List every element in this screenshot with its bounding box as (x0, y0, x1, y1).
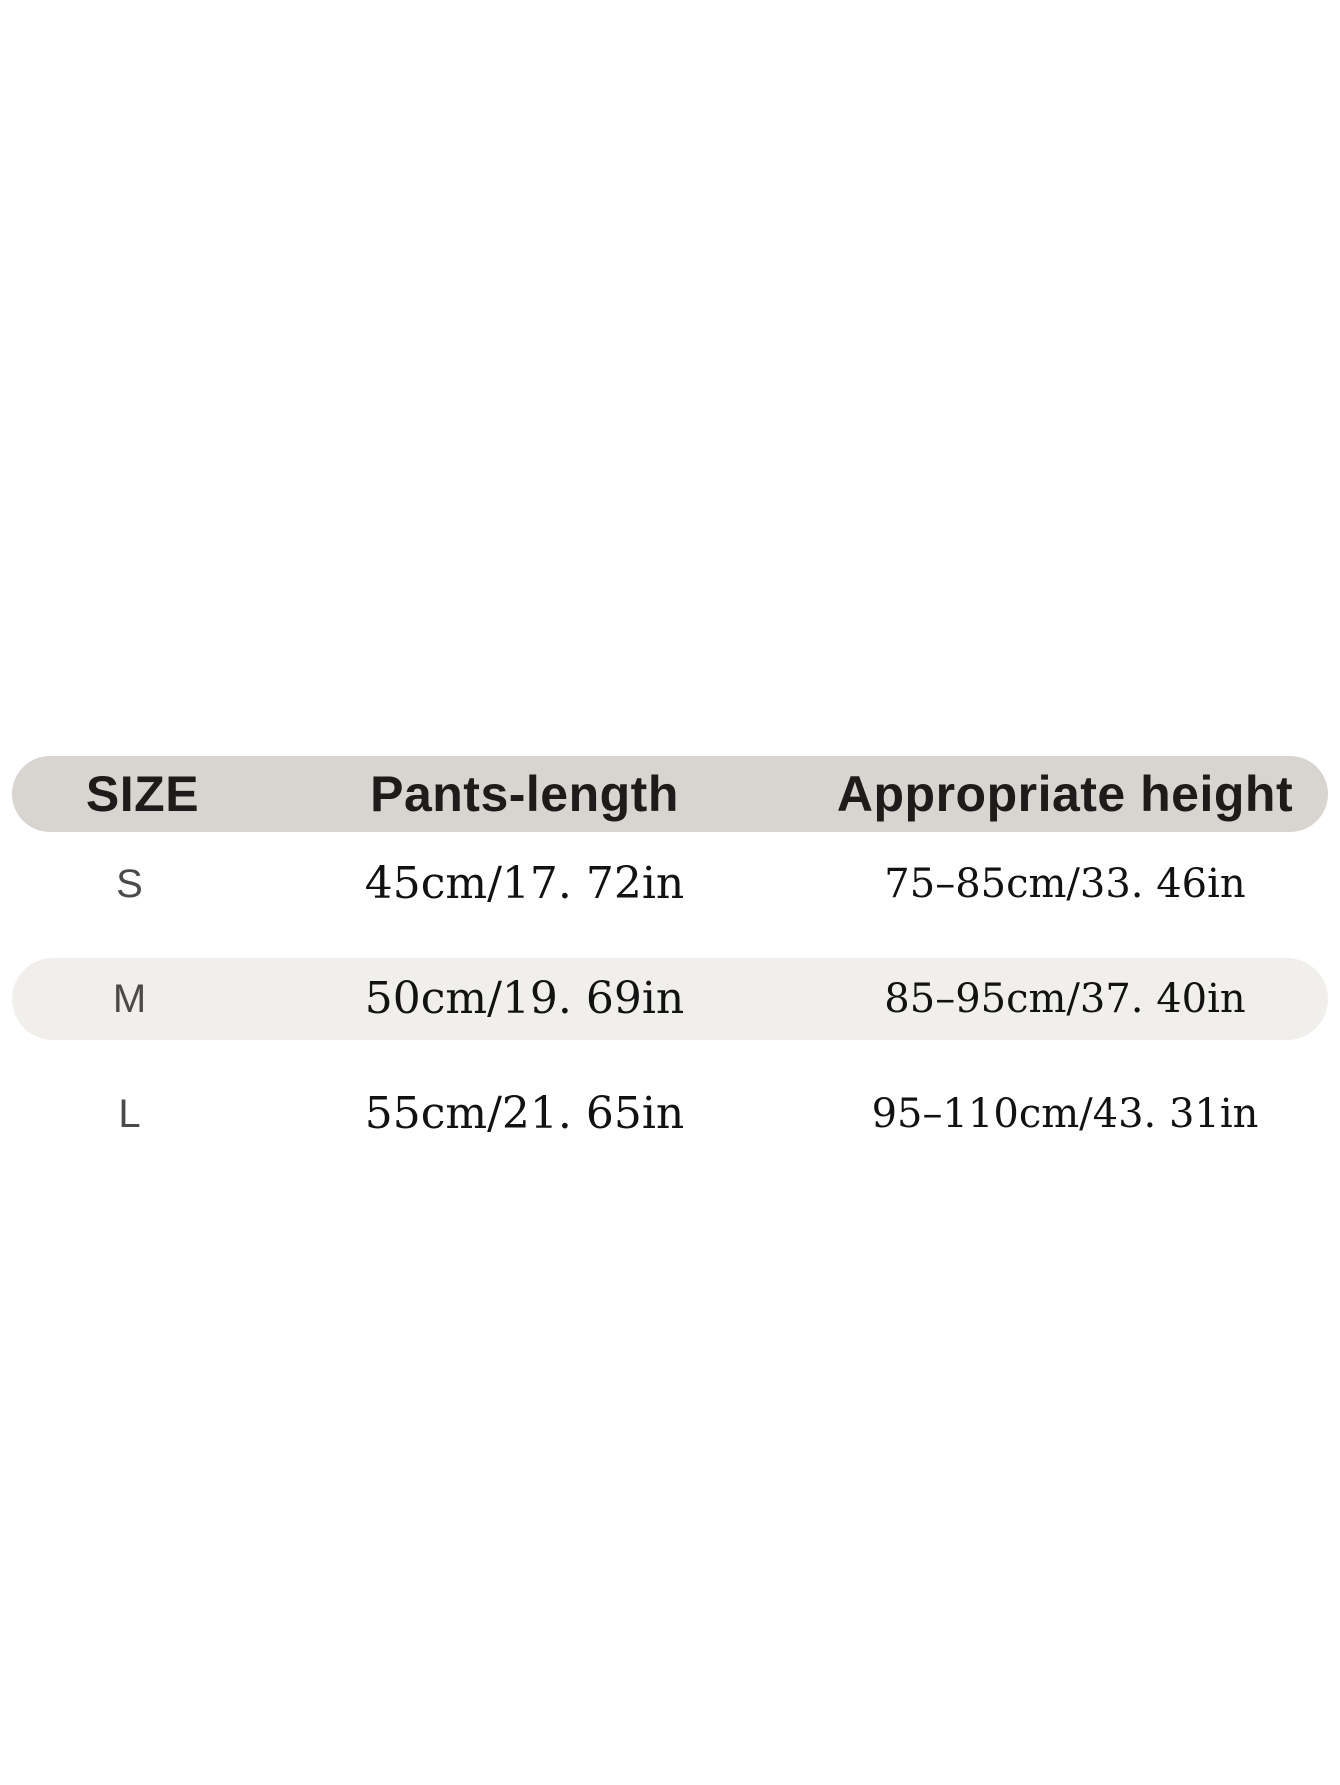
size-l-appropriate-height: 95–110cm/43. 31in (871, 1091, 1259, 1137)
size-s-appropriate-height: 75–85cm/33. 46in (884, 861, 1246, 907)
size-m-appropriate-height: 85–95cm/37. 40in (884, 976, 1246, 1022)
size-l-pants-length: 55cm/21. 65in (364, 1088, 685, 1139)
header-appropriate-height: Appropriate height (836, 766, 1294, 822)
size-chart-header-row: SIZE Pants-length Appropriate height (12, 756, 1328, 832)
header-size: SIZE (85, 766, 200, 822)
header-pants-length: Pants-length (370, 766, 679, 822)
size-l-label: L (118, 1092, 141, 1136)
size-s-pants-length: 45cm/17. 72in (364, 858, 685, 909)
table-row-size-s: S 45cm/17. 72in 75–85cm/33. 46in (12, 836, 1328, 932)
size-m-label: M (112, 977, 147, 1021)
table-row-size-l: L 55cm/21. 65in 95–110cm/43. 31in (12, 1066, 1328, 1162)
size-s-label: S (116, 862, 143, 906)
size-m-pants-length: 50cm/19. 69in (364, 973, 685, 1024)
table-row-size-m: M 50cm/19. 69in 85–95cm/37. 40in (12, 958, 1328, 1040)
